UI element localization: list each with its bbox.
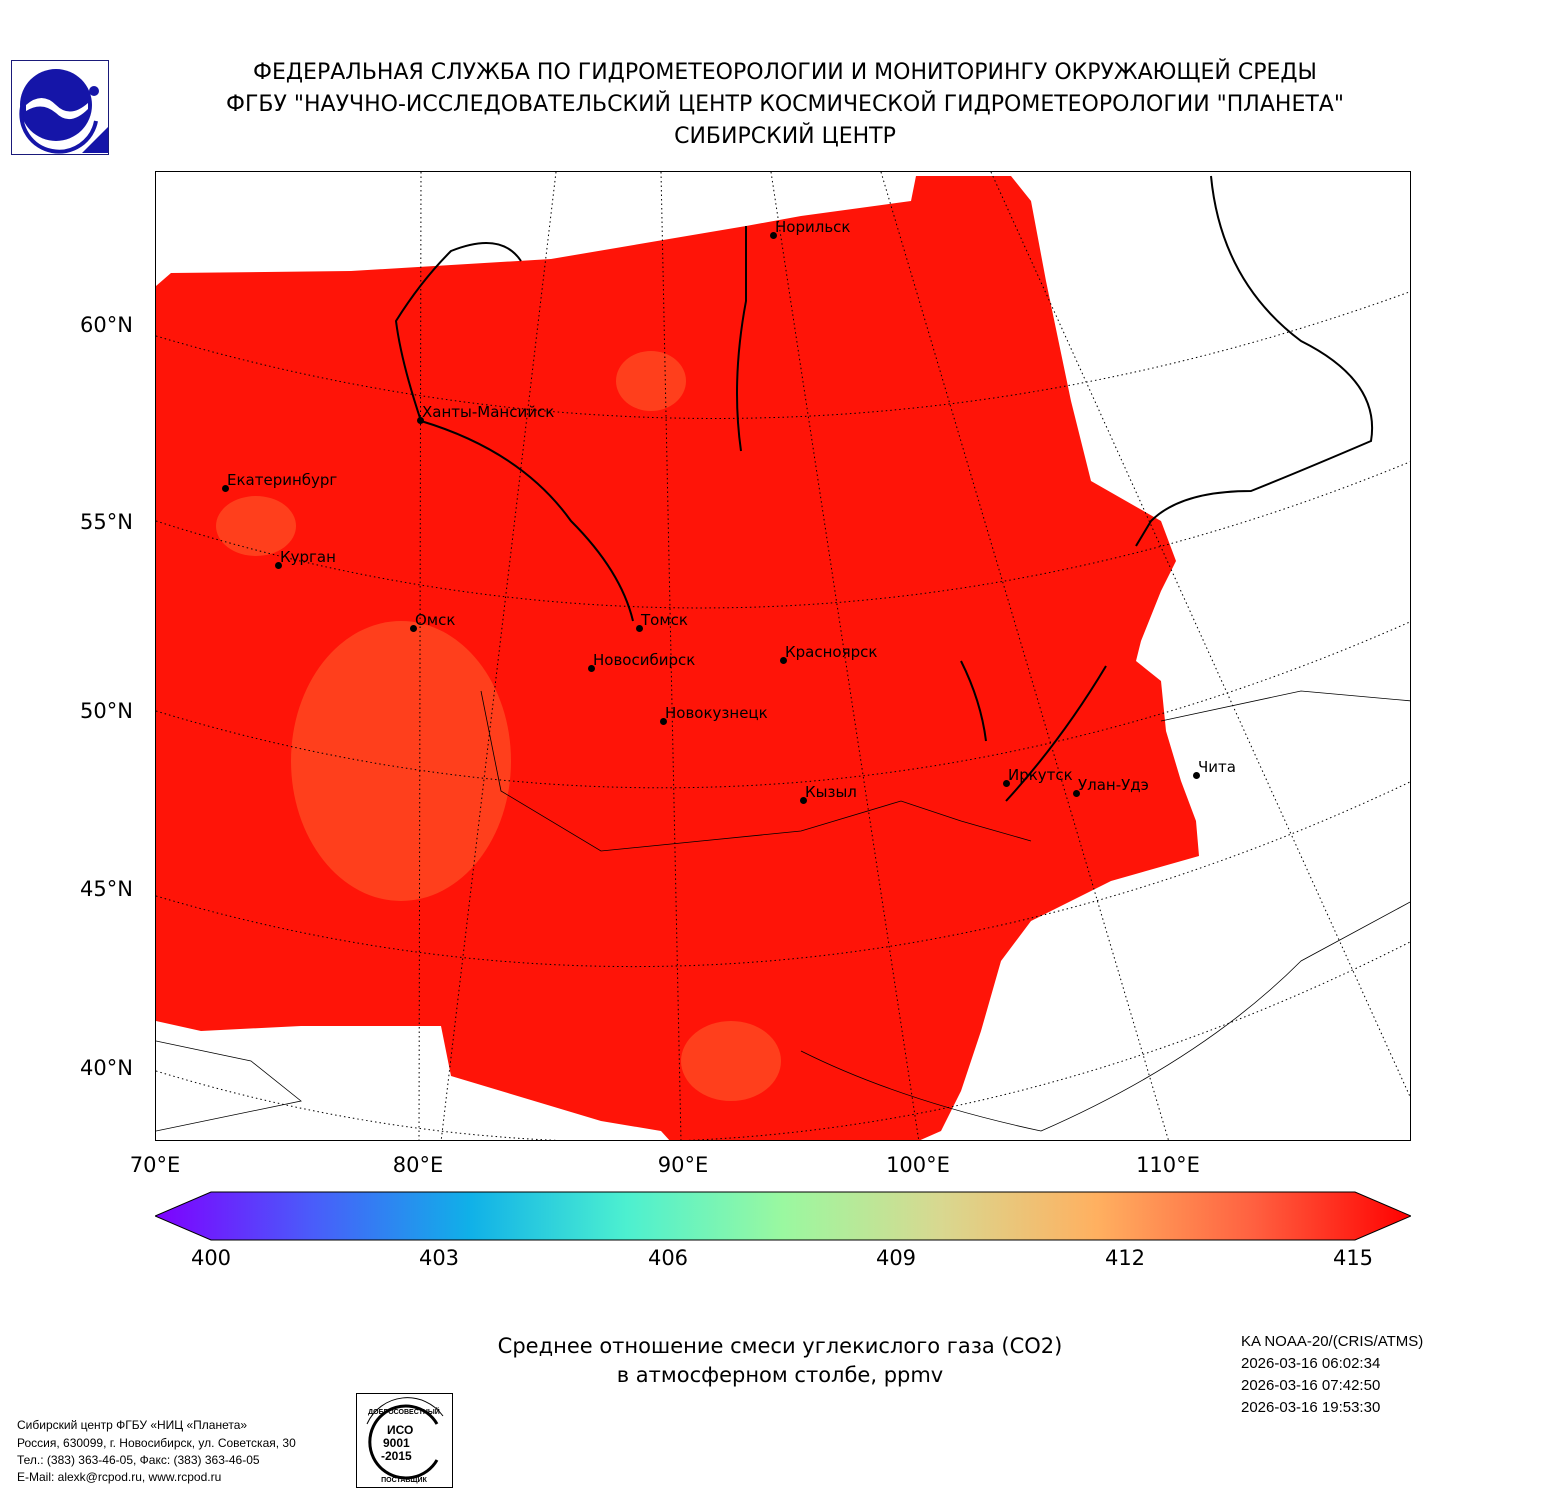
header-line-2: ФГБУ "НАУЧНО-ИССЛЕДОВАТЕЛЬСКИЙ ЦЕНТР КОС… [226, 92, 1344, 117]
footer-line: Сибирский центр ФГБУ «НИЦ «Планета» [17, 1418, 248, 1432]
lat-label: 55°N [80, 510, 133, 534]
lat-label: 60°N [80, 313, 133, 337]
lon-label: 70°E [129, 1153, 181, 1177]
header-line-3: СИБИРСКИЙ ЦЕНТР [674, 124, 896, 149]
svg-text:ПОСТАВЩИК: ПОСТАВЩИК [381, 1477, 427, 1484]
lon-label: 80°E [392, 1153, 444, 1177]
lat-label: 40°N [80, 1056, 133, 1080]
borders [156, 690, 1410, 1132]
satellite-name: KA NOAA-20/(CRIS/ATMS) [1241, 1333, 1424, 1350]
map-canvas [156, 172, 1410, 1140]
footer-line: Россия, 630099, г. Новосибирск, ул. Сове… [17, 1436, 296, 1450]
colorbar-tick: 406 [647, 1246, 689, 1270]
colorbar [155, 1191, 1411, 1241]
lat-label: 50°N [80, 699, 133, 723]
lon-label: 90°E [657, 1153, 709, 1177]
higher-co2-patches [216, 351, 781, 1101]
footer-line: Тел.: (383) 363-46-05, Факс: (383) 363-4… [17, 1453, 260, 1467]
lon-label: 100°E [886, 1153, 950, 1177]
svg-text:ДОБРОСОВЕСТНЫЙ: ДОБРОСОВЕСТНЫЙ [368, 1407, 440, 1416]
svg-text:-2015: -2015 [381, 1449, 412, 1463]
footer-line: E-Mail: alexk@rcpod.ru, www.rcpod.ru [17, 1470, 222, 1484]
svg-text:ИСО: ИСО [387, 1423, 413, 1437]
lon-label: 110°E [1136, 1153, 1200, 1177]
map-title-line-2: в атмосферном столбе, ppmv [616, 1363, 944, 1387]
rivers-coastline [394, 175, 1374, 802]
iso-9001-stamp: ДОБРОСОВЕСТНЫЙ ИСО 9001 -2015 ПОСТАВЩИК [356, 1393, 453, 1488]
timestamp: 2026-03-16 06:02:34 [1241, 1355, 1381, 1372]
colorbar-tick: 400 [190, 1246, 232, 1270]
graticule [156, 172, 1410, 1140]
colorbar-tick: 412 [1104, 1246, 1146, 1270]
roshydromet-logo [11, 60, 109, 155]
co2-map [155, 171, 1411, 1141]
colorbar-tick: 409 [875, 1246, 917, 1270]
colorbar-tick: 403 [418, 1246, 460, 1270]
timestamp: 2026-03-16 19:53:30 [1241, 1399, 1381, 1416]
timestamp: 2026-03-16 07:42:50 [1241, 1377, 1381, 1394]
header-line-1: ФЕДЕРАЛЬНАЯ СЛУЖБА ПО ГИДРОМЕТЕОРОЛОГИИ … [253, 60, 1317, 85]
map-title-line-1: Среднее отношение смеси углекислого газа… [497, 1334, 1063, 1358]
colorbar-tick: 415 [1332, 1246, 1374, 1270]
svg-text:9001: 9001 [383, 1436, 410, 1450]
lat-label: 45°N [80, 877, 133, 901]
